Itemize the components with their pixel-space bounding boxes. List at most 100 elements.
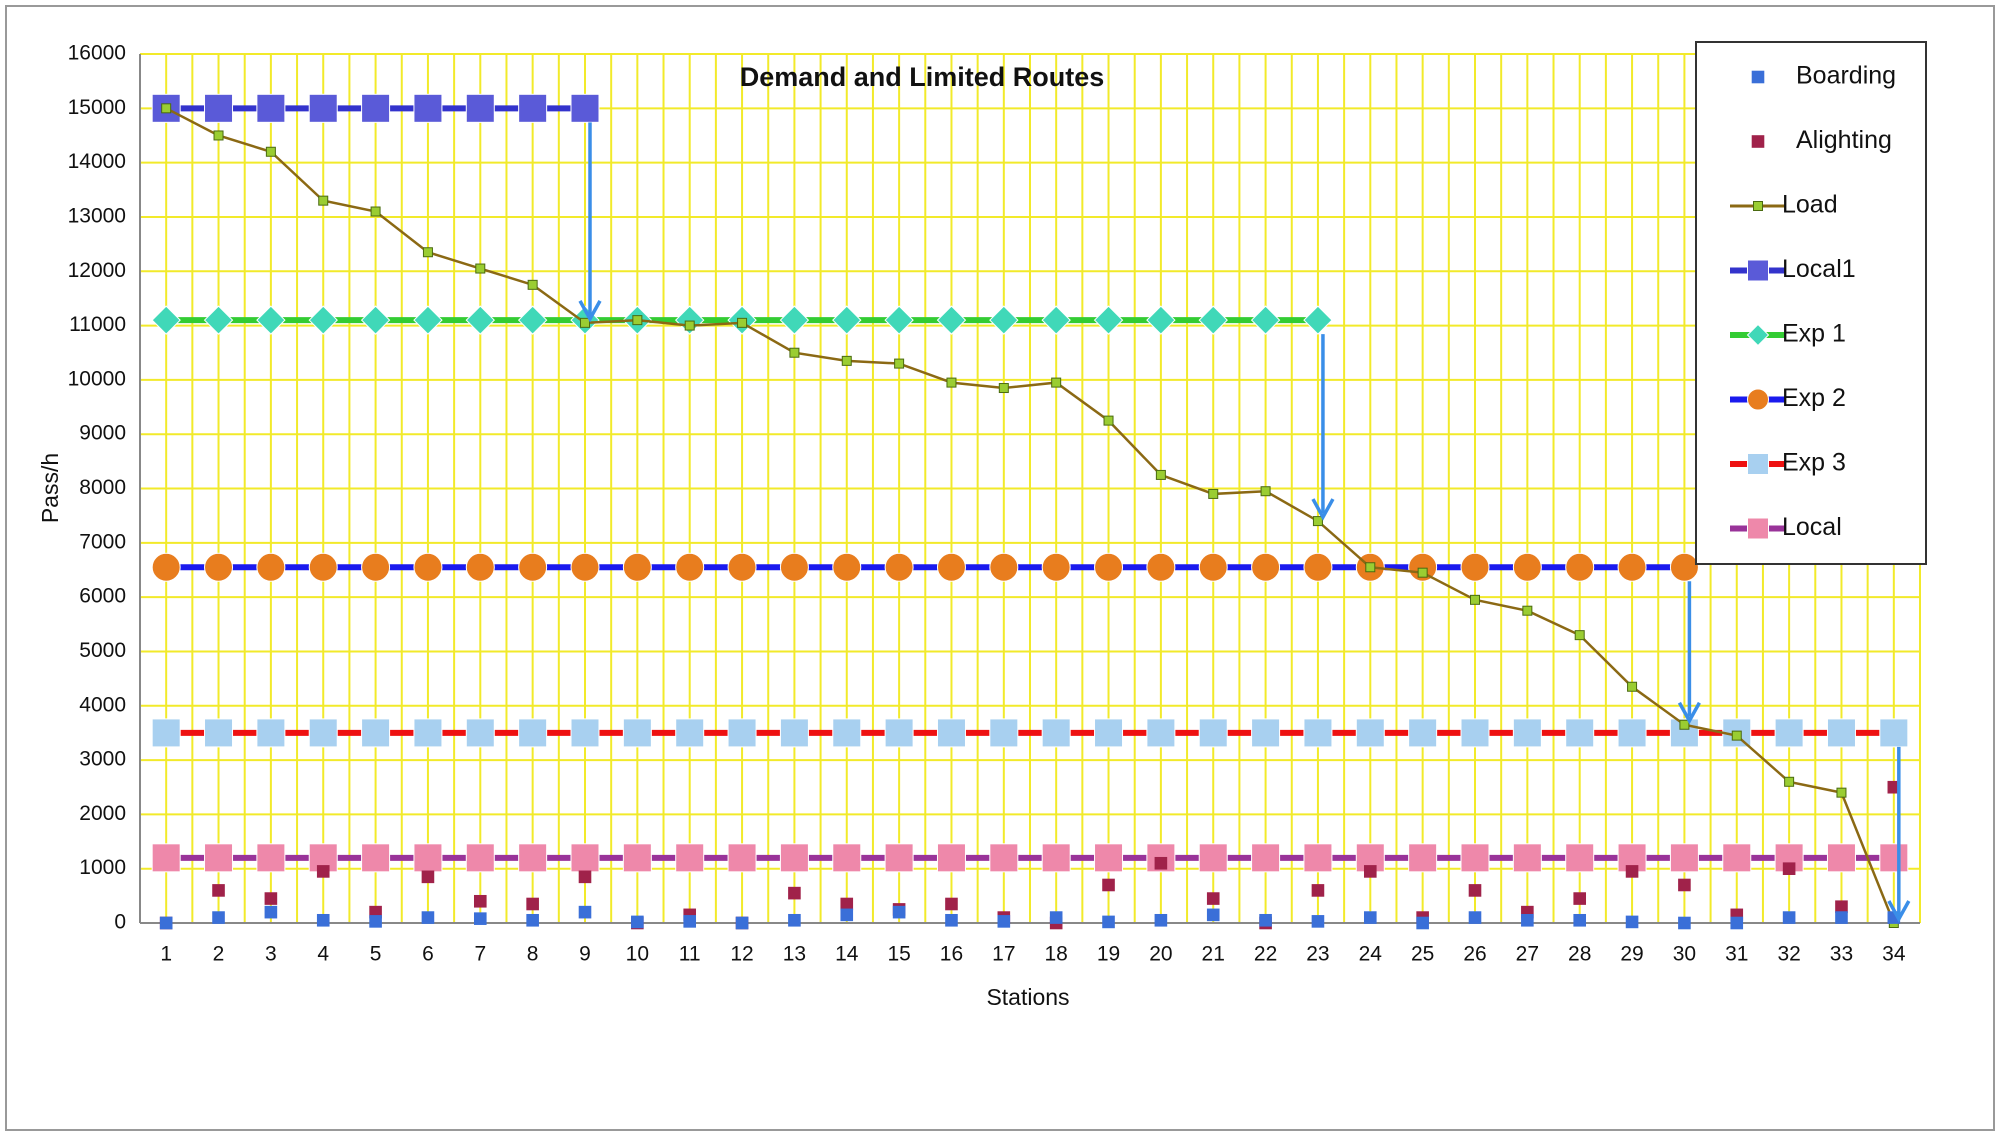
marker: [1625, 865, 1639, 878]
x-tick-label: 20: [1149, 943, 1172, 966]
marker: [789, 347, 800, 358]
marker: [1835, 900, 1848, 914]
marker: [1363, 865, 1377, 878]
y-tick-label: 9000: [79, 422, 126, 445]
marker: [1206, 908, 1220, 922]
marker: [779, 305, 810, 335]
marker: [1198, 305, 1228, 335]
marker: [779, 843, 809, 873]
marker: [1198, 843, 1228, 873]
marker: [1470, 594, 1480, 605]
marker: [1753, 201, 1763, 211]
x-tick-label: 17: [992, 943, 1015, 966]
x-tick-label: 22: [1254, 943, 1277, 966]
marker: [1747, 453, 1769, 475]
marker: [1879, 843, 1909, 873]
marker: [832, 552, 862, 582]
marker: [465, 305, 496, 335]
marker: [1146, 552, 1176, 582]
marker: [675, 552, 705, 582]
marker: [946, 377, 957, 388]
x-tick-label: 34: [1882, 943, 1906, 966]
marker: [727, 843, 757, 873]
y-tick-label: 1000: [79, 856, 126, 879]
marker: [518, 93, 548, 123]
marker: [1408, 552, 1438, 582]
marker: [256, 93, 286, 123]
marker: [1251, 843, 1281, 873]
x-tick-label: 28: [1568, 943, 1591, 966]
marker: [788, 886, 801, 900]
legend-label: Exp 1: [1782, 320, 1846, 348]
marker: [1512, 552, 1542, 582]
marker: [1154, 856, 1168, 870]
marker: [570, 552, 600, 582]
marker: [727, 718, 757, 748]
x-tick-label: 1: [160, 943, 172, 966]
marker: [1826, 718, 1856, 748]
series-line: [165, 107, 1895, 924]
marker: [1751, 135, 1765, 148]
marker: [151, 843, 181, 873]
y-tick-label: 13000: [68, 204, 126, 227]
marker: [308, 843, 338, 873]
marker: [1416, 916, 1429, 930]
marker: [1784, 776, 1795, 787]
legend-label: Local: [1782, 513, 1842, 541]
marker: [1747, 388, 1769, 411]
marker: [841, 355, 852, 366]
marker: [527, 279, 538, 290]
marker: [204, 93, 234, 123]
marker: [884, 718, 914, 748]
marker: [1312, 516, 1323, 527]
marker: [1468, 884, 1482, 897]
marker: [264, 905, 278, 919]
y-tick-label: 16000: [68, 42, 126, 65]
marker: [570, 843, 600, 873]
marker: [256, 552, 286, 582]
x-tick-label: 33: [1830, 943, 1853, 966]
marker: [1746, 323, 1770, 347]
marker: [1512, 843, 1542, 873]
marker: [622, 552, 652, 582]
y-tick-label: 10000: [68, 367, 126, 390]
marker: [1155, 469, 1166, 480]
marker: [683, 915, 697, 928]
marker: [1041, 718, 1071, 748]
marker: [1311, 884, 1325, 897]
marker: [413, 843, 443, 873]
marker: [151, 305, 181, 335]
marker: [1565, 552, 1595, 582]
marker: [1146, 718, 1176, 748]
marker: [1049, 911, 1063, 924]
marker: [892, 905, 906, 919]
marker: [1041, 305, 1071, 335]
marker: [413, 552, 443, 582]
marker: [884, 843, 914, 873]
marker: [465, 843, 495, 873]
marker: [631, 915, 644, 929]
x-tick-label: 27: [1516, 943, 1539, 966]
marker: [1154, 913, 1168, 927]
marker: [1460, 718, 1490, 748]
marker: [1879, 718, 1909, 748]
marker: [1522, 605, 1533, 616]
marker: [316, 865, 330, 878]
y-tick-label: 3000: [79, 748, 126, 771]
marker: [151, 718, 181, 748]
x-tick-label: 7: [474, 943, 486, 966]
marker: [1782, 862, 1796, 875]
marker: [1669, 843, 1699, 873]
marker: [1574, 630, 1585, 641]
marker: [1408, 718, 1438, 748]
marker: [475, 263, 486, 274]
marker: [1669, 552, 1699, 582]
marker: [1093, 305, 1124, 335]
marker: [570, 718, 600, 748]
y-tick-label: 7000: [79, 530, 126, 553]
marker: [159, 916, 173, 930]
marker: [1102, 915, 1115, 929]
legend-label: Boarding: [1796, 62, 1896, 90]
marker: [1311, 915, 1325, 928]
x-tick-label: 14: [835, 943, 859, 966]
